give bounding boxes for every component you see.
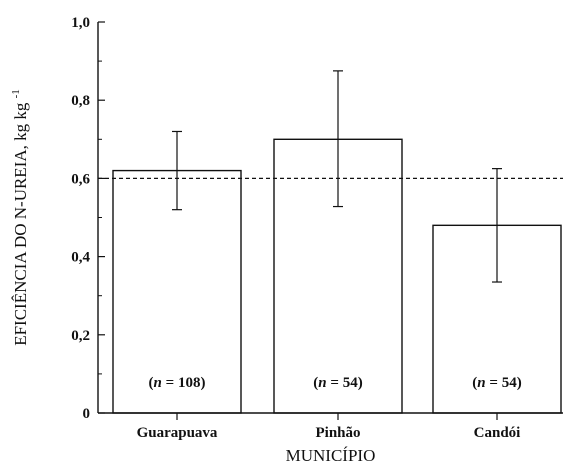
sample-size-label-1: (n = 54) bbox=[313, 375, 362, 391]
y-tick-label-5: 1,0 bbox=[71, 15, 90, 31]
sample-size-label-0: (n = 108) bbox=[149, 375, 206, 391]
axes: Guarapuava Pinhão Candói 0 0,2 0,4 0,6 0,8 1,0 bbox=[71, 15, 563, 441]
x-tick-label-2: Candói bbox=[474, 425, 521, 441]
y-tick-label-0: 0 bbox=[83, 406, 91, 422]
sample-size-label-2: (n = 54) bbox=[472, 375, 521, 391]
x-axis-label: MUNICÍPIO bbox=[286, 446, 376, 465]
y-axis-label: EFICIÊNCIA DO N-UREIA, kg kg -1 bbox=[10, 89, 30, 346]
y-tick-label-3: 0,6 bbox=[71, 171, 90, 187]
y-tick-label-2: 0,4 bbox=[71, 250, 90, 266]
y-axis-label-main: EFICIÊNCIA DO N-UREIA, kg kg bbox=[11, 102, 30, 346]
x-tick-label-0: Guarapuava bbox=[137, 425, 218, 441]
plot-area: (n = 108) (n = 54) (n = 54) bbox=[98, 70, 563, 414]
y-axis-label-superscript: -1 bbox=[10, 89, 22, 98]
axis-labels: MUNICÍPIO EFICIÊNCIA DO N-UREIA, kg kg -… bbox=[10, 89, 375, 465]
y-tick-label-1: 0,2 bbox=[71, 328, 90, 344]
bar-0 bbox=[112, 169, 242, 414]
x-tick-label-1: Pinhão bbox=[315, 425, 360, 441]
y-tick-label-4: 0,8 bbox=[71, 93, 90, 109]
